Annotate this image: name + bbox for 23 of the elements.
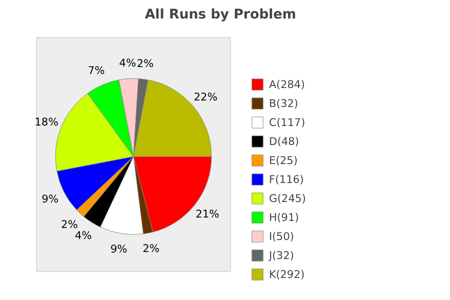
data-label: 22% [194,90,218,104]
legend-label: B(32) [269,96,298,110]
data-label: 7% [88,64,105,78]
data-label: 2% [142,242,160,255]
data-label: 2% [60,218,78,232]
legend-label: K(292) [269,267,305,281]
legend-label: F(116) [269,172,304,186]
legend-label: I(50) [269,229,294,243]
data-label: 18% [34,116,58,129]
legend-label: G(245) [269,191,306,205]
data-label: 9% [110,242,128,256]
legend-label: J(32) [269,248,294,262]
legend-label: H(91) [269,210,299,224]
chart-title: All Runs by Problem [144,8,296,22]
legend-label: A(284) [269,77,305,91]
legend-label: C(117) [269,115,306,129]
data-label: 21% [196,207,220,220]
data-label: 4% [74,229,92,242]
data-label: 2% [136,57,154,70]
legend-label: E(25) [269,153,298,167]
data-label: 4% [119,56,136,70]
data-label: 9% [42,192,59,206]
legend-label: D(48) [269,134,300,148]
